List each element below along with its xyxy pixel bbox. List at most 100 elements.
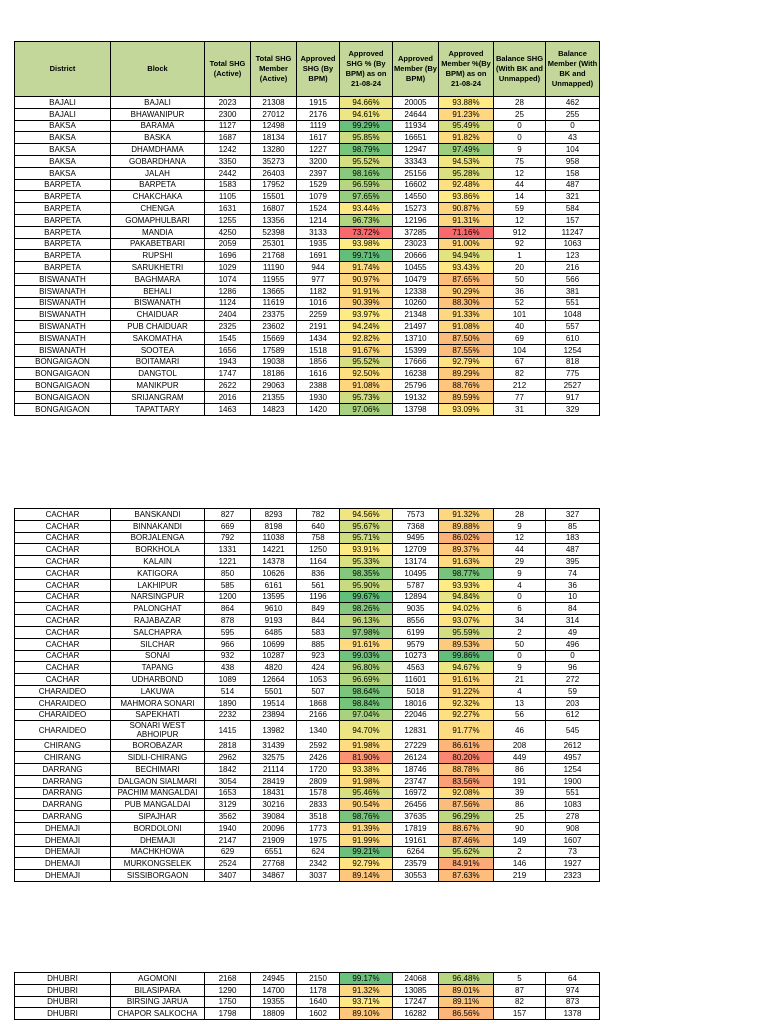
block-cell: KALAIN <box>110 555 205 568</box>
value-cell: 89.37% <box>438 543 494 557</box>
value-cell: 59 <box>493 202 546 215</box>
table-row: BAKSA BASKA 1687 18134 1617 95.85% 16651 91.82%… <box>14 131 600 145</box>
value-cell: 1214 <box>296 213 340 227</box>
block-cell: PUB CHAIDUAR <box>110 320 205 333</box>
value-cell: 5501 <box>250 684 297 698</box>
value-cell: 10479 <box>392 272 439 286</box>
value-cell: 216 <box>545 261 600 274</box>
table-row: DHEMAJI MURKONGSELEK 2524 27768 2342 92.79% 23… <box>14 857 600 871</box>
value-cell: 91.33% <box>438 308 494 322</box>
value-cell: 1631 <box>204 202 251 215</box>
value-cell: 974 <box>545 983 600 997</box>
district-cell: CACHAR <box>14 555 111 568</box>
value-cell: 92.79% <box>438 355 494 369</box>
value-cell: 18431 <box>250 786 297 800</box>
value-cell: 4 <box>493 684 546 698</box>
value-cell: 873 <box>545 995 600 1009</box>
value-cell: 2147 <box>204 833 251 847</box>
value-cell: 31439 <box>250 739 297 753</box>
value-cell: 1935 <box>296 237 340 251</box>
value-cell: 395 <box>545 555 600 568</box>
block-cell: BARAMA <box>110 119 205 133</box>
table-row: CACHAR NARSINGPUR 1200 13595 1196 99.67% 12894… <box>14 590 600 604</box>
district-cell: CACHAR <box>14 661 111 675</box>
value-cell: 33343 <box>392 154 439 168</box>
value-cell: 585 <box>204 578 251 592</box>
value-cell: 12664 <box>250 673 297 686</box>
value-cell: 1290 <box>204 983 251 997</box>
block-cell: SONARI WEST ABHOIPUR <box>110 720 205 741</box>
value-cell: 26403 <box>250 166 297 180</box>
value-cell: 104 <box>493 343 546 357</box>
table-row: BARPETA SARUKHETRI 1029 11190 944 91.74% 10455… <box>14 261 600 274</box>
value-cell: 2150 <box>296 972 340 985</box>
value-cell: 4250 <box>204 225 251 239</box>
value-cell: 95.90% <box>339 578 393 592</box>
value-cell: 1029 <box>204 261 251 274</box>
value-cell: 94.84% <box>438 590 494 604</box>
value-cell: 3054 <box>204 774 251 788</box>
value-cell: 1089 <box>204 673 251 686</box>
value-cell: 1656 <box>204 343 251 357</box>
value-cell: 43 <box>545 131 600 145</box>
value-cell: 96.59% <box>339 178 393 192</box>
value-cell: 32575 <box>250 751 297 764</box>
value-cell: 74 <box>545 566 600 580</box>
value-cell: 782 <box>296 508 340 521</box>
value-cell: 2323 <box>545 869 600 882</box>
value-cell: 9 <box>493 143 546 156</box>
block-cell: BOITAMARI <box>110 355 205 369</box>
value-cell: 94.53% <box>438 154 494 168</box>
table-row: BARPETA CHENGA 1631 16807 1524 93.44% 15273 90.… <box>14 202 600 215</box>
value-cell: 93.44% <box>339 202 393 215</box>
value-cell: 438 <box>204 661 251 675</box>
value-cell: 95.52% <box>339 355 393 369</box>
value-cell: 1378 <box>545 1007 600 1021</box>
value-cell: 2259 <box>296 308 340 322</box>
value-cell: 11247 <box>545 225 600 239</box>
block-cell: CHAKCHAKA <box>110 190 205 204</box>
header-cell: Total SHG Member (Active) <box>250 41 297 97</box>
table-row: BARPETA RUPSHI 1696 21768 1691 99.71% 20666 94.… <box>14 249 600 263</box>
value-cell: 1653 <box>204 786 251 800</box>
district-cell: BISWANATH <box>14 331 111 345</box>
value-cell: 629 <box>204 845 251 859</box>
value-cell: 28 <box>493 96 546 109</box>
value-cell: 1720 <box>296 762 340 776</box>
value-cell: 93.43% <box>438 261 494 274</box>
value-cell: 88.30% <box>438 296 494 310</box>
block-cell: BANSKANDI <box>110 508 205 521</box>
value-cell: 11038 <box>250 531 297 545</box>
value-cell: 16651 <box>392 131 439 145</box>
district-cell: DARRANG <box>14 798 111 812</box>
value-cell: 4820 <box>250 661 297 675</box>
value-cell: 86.56% <box>438 1007 494 1021</box>
value-cell: 16602 <box>392 178 439 192</box>
district-cell: BARPETA <box>14 249 111 263</box>
value-cell: 977 <box>296 272 340 286</box>
block-cell: DALGAON SIALMARI <box>110 774 205 788</box>
value-cell: 98.16% <box>339 166 393 180</box>
value-cell: 30553 <box>392 869 439 882</box>
value-cell: 2191 <box>296 320 340 333</box>
district-cell: CHARAIDEO <box>14 696 111 710</box>
block-cell: AGOMONI <box>110 972 205 985</box>
value-cell: 19514 <box>250 696 297 710</box>
value-cell: 10455 <box>392 261 439 274</box>
value-cell: 6264 <box>392 845 439 859</box>
value-cell: 917 <box>545 390 600 404</box>
table-row: BISWANATH CHAIDUAR 2404 23375 2259 93.97% 2134… <box>14 308 600 322</box>
value-cell: 93.91% <box>339 543 393 557</box>
block-cell: SIPAJHAR <box>110 810 205 823</box>
block-cell: BEHALI <box>110 284 205 298</box>
value-cell: 84 <box>545 602 600 616</box>
value-cell: 7573 <box>392 508 439 521</box>
district-cell: BONGAIGAON <box>14 390 111 404</box>
district-cell: BAKSA <box>14 131 111 145</box>
value-cell: 944 <box>296 261 340 274</box>
value-cell: 157 <box>493 1007 546 1021</box>
value-cell: 91.61% <box>339 637 393 651</box>
value-cell: 487 <box>545 543 600 557</box>
district-cell: CACHAR <box>14 531 111 545</box>
table-row: DARRANG PUB MANGALDAI 3129 30216 2833 90.54% 2… <box>14 798 600 812</box>
